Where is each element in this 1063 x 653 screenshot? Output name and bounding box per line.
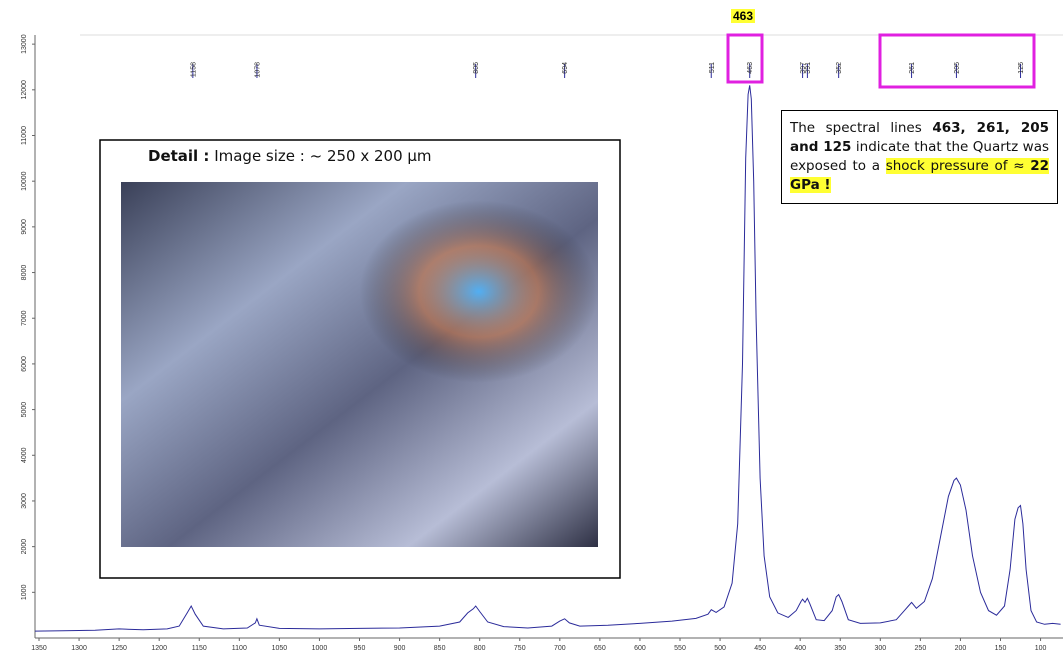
x-tick-label: 300 (874, 645, 886, 652)
x-tick-label: 600 (634, 645, 646, 652)
y-tick-label: 1000 (21, 584, 28, 600)
inset-title-bold: Detail : (148, 147, 210, 165)
inset-title: Detail : Image size : ~ 250 x 200 µm (148, 147, 432, 165)
annotation-part: indicate that the Quartz was exposed to … (790, 139, 1050, 174)
peak-label: 1078 (254, 62, 261, 78)
y-tick-label: 10000 (21, 171, 28, 191)
peak-label: 1158 (190, 62, 197, 77)
y-tick-label: 9000 (21, 219, 28, 235)
x-tick-label: 200 (955, 645, 967, 652)
x-tick-label: 1350 (31, 645, 47, 652)
x-tick-label: 1050 (272, 645, 288, 652)
peak-label: 125 (1018, 62, 1025, 74)
annotation-part: shock pressure of ≈ (885, 158, 1031, 174)
highlight-box (726, 33, 764, 84)
y-tick-label: 3000 (21, 493, 28, 509)
x-tick-label: 1200 (151, 645, 167, 652)
x-tick-label: 950 (354, 645, 366, 652)
y-tick-label: 2000 (21, 539, 28, 555)
y-tick-label: 8000 (21, 265, 28, 281)
x-tick-label: 400 (794, 645, 806, 652)
annotation: The spectral lines 463, 261, 205 and 125… (781, 110, 1058, 204)
highlight-box (878, 33, 1036, 89)
x-tick-label: 1100 (232, 645, 247, 652)
y-tick-label: 4000 (21, 447, 28, 463)
y-tick-label: 6000 (21, 356, 28, 372)
peak-label: 352 (836, 62, 843, 74)
highlight-label: 463 (731, 9, 756, 23)
x-tick-label: 500 (714, 645, 726, 652)
peak-label: 205 (954, 62, 961, 74)
x-tick-label: 450 (754, 645, 766, 652)
y-tick-label: 11000 (21, 126, 28, 145)
x-tick-label: 1150 (192, 645, 207, 652)
x-tick-label: 800 (474, 645, 486, 652)
peak-label: 397 (800, 62, 807, 74)
x-tick-label: 150 (995, 645, 1007, 652)
peak-label: 261 (909, 62, 916, 74)
x-tick-label: 550 (674, 645, 686, 652)
y-tick-label: 12000 (21, 80, 28, 100)
x-tick-label: 700 (554, 645, 566, 652)
x-tick-label: 900 (394, 645, 406, 652)
annotation-part: 463, 261, 205 and 125 (790, 120, 1049, 155)
annotation-part: The spectral lines (790, 120, 933, 136)
x-tick-label: 750 (514, 645, 526, 652)
x-tick-label: 250 (915, 645, 927, 652)
y-tick-label: 7000 (21, 310, 28, 326)
inset-photo-glare (121, 182, 598, 547)
peak-label: 463 (747, 62, 754, 74)
x-tick-label: 350 (834, 645, 846, 652)
plot: 1350 1300 1250 1200 1150 1100 1050 1000 950 900 85… (21, 34, 1061, 652)
x-tick-label: 1300 (71, 645, 87, 652)
x-tick-label: 850 (434, 645, 446, 652)
y-tick-label: 13000 (21, 34, 28, 54)
peak-label: 694 (562, 62, 569, 74)
y-tick-label: 5000 (21, 402, 28, 418)
peak-label: 391 (805, 62, 812, 74)
x-tick-label: 1000 (312, 645, 328, 652)
spectrum-line (34, 85, 1061, 632)
peak-label: 805 (473, 62, 480, 74)
peak-label: 511 (709, 62, 716, 73)
x-tick-label: 650 (594, 645, 606, 652)
x-tick-label: 1250 (111, 645, 127, 652)
inset-title-text: Image size : ~ 250 x 200 µm (209, 147, 432, 165)
x-tick-label: 100 (1035, 645, 1047, 652)
